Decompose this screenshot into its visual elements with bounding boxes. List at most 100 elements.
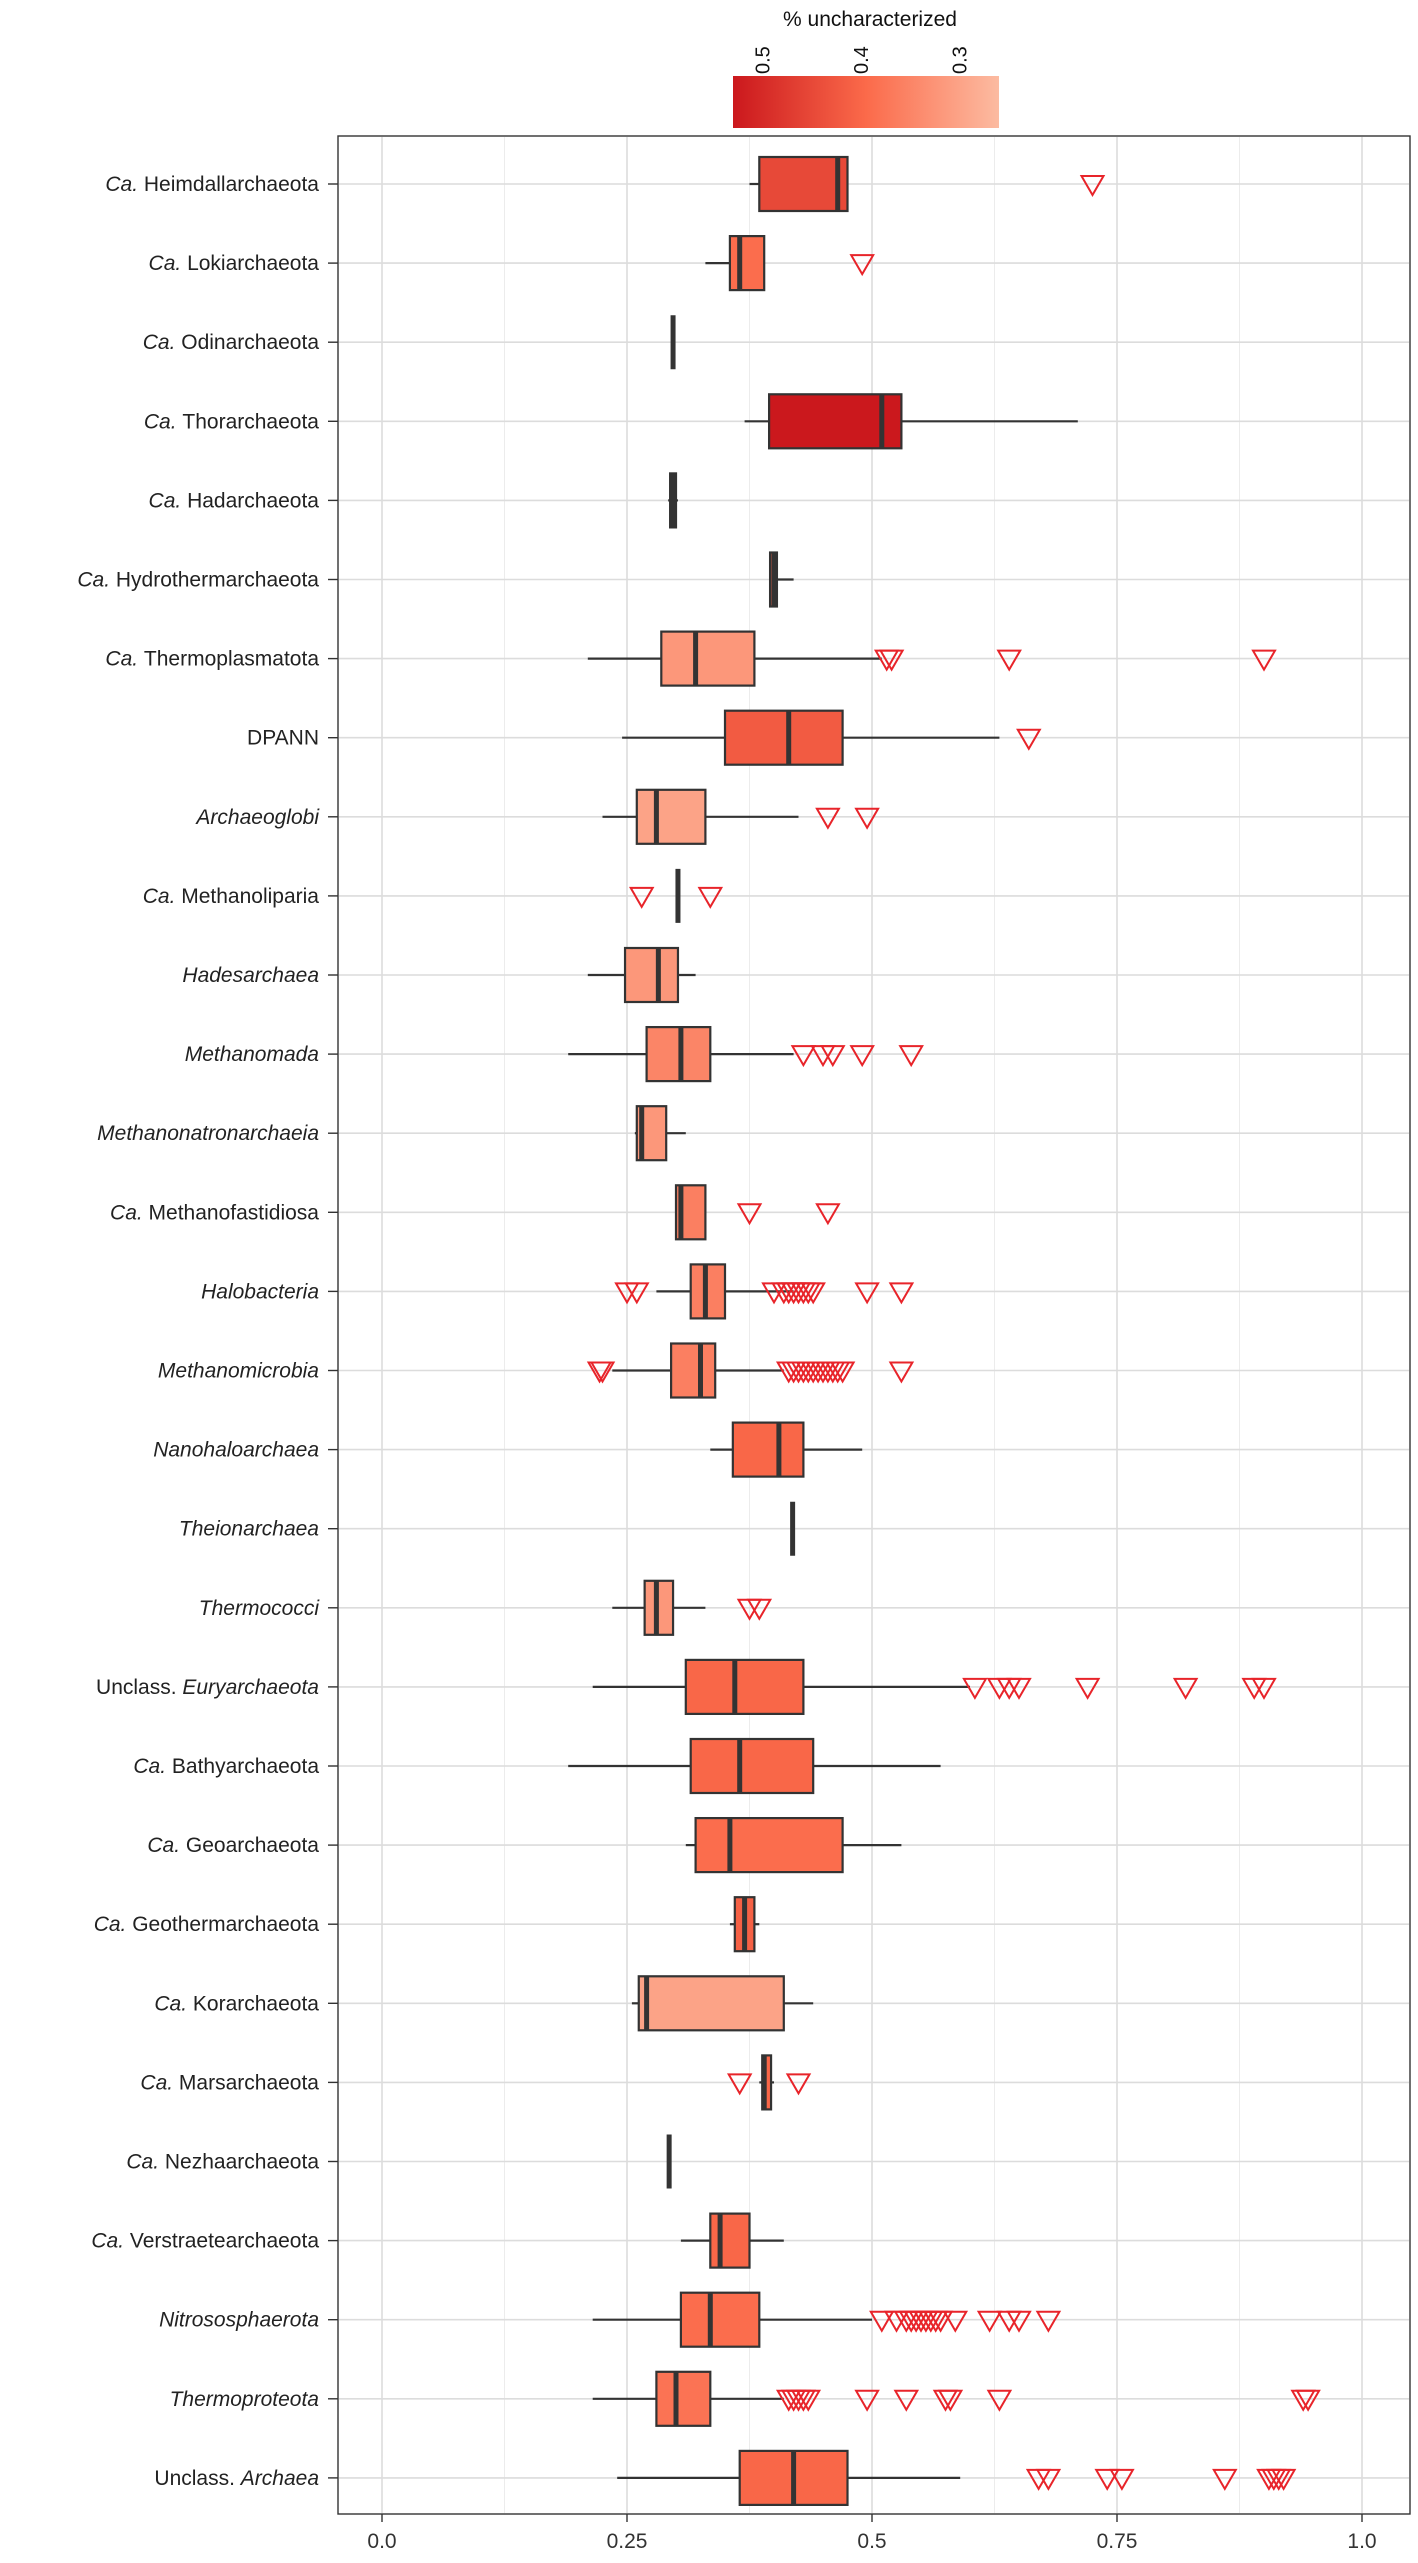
label-name: Geothermarchaeota (132, 1913, 319, 1936)
outlier-point (800, 1282, 826, 1305)
y-tick-label: Ca. Thermoplasmatota (105, 648, 319, 671)
box-group-heimdallarchaeota (749, 155, 1106, 213)
box-group-methanomada (568, 1025, 924, 1083)
label-name: Verstraetearchaeota (130, 2230, 319, 2253)
outlier-point (888, 1361, 915, 1384)
outlier-point (820, 1045, 846, 1068)
y-tick-label: Ca. Thorarchaeota (144, 410, 319, 433)
box-group-geothermarchaeota (729, 1896, 760, 1953)
y-tick-label: Unclass. Euryarchaeota (96, 1676, 319, 1699)
y-tick-label: Nitrososphaerota (159, 2309, 319, 2332)
box-group-methanofastidiosa (674, 1184, 841, 1241)
outlier-point (996, 649, 1022, 672)
box-group-nitrososphaerota (592, 2291, 1062, 2348)
box-group-halobacteria (614, 1263, 915, 1320)
plot-panel (337, 135, 1411, 2515)
y-tick-label: Hadesarchaea (182, 964, 319, 987)
box-iqr (684, 1658, 805, 1716)
y-tick-label: Ca. Methanoliparia (143, 885, 320, 908)
label-prefix: Ca. (126, 2151, 165, 2174)
box-iqr (758, 155, 849, 213)
outlier-point (1006, 2310, 1032, 2333)
label-name: Archaeoglobi (194, 806, 320, 829)
y-tick-label: Methanomicrobia (158, 1360, 319, 1383)
outlier-point (1079, 175, 1106, 197)
box-group-thorarchaeota (744, 393, 1078, 450)
legend-title: % uncharacterized (783, 8, 957, 31)
y-tick-label: Ca. Methanofastidiosa (110, 1201, 319, 1224)
box-group-lokiarchaeota (705, 235, 875, 292)
label-prefix: Ca. (149, 489, 188, 512)
y-tick-label: Halobacteria (201, 1280, 319, 1303)
label-name: Methanoliparia (181, 885, 319, 908)
label-prefix: Ca. (143, 331, 182, 354)
y-tick-label: Ca. Marsarchaeota (140, 2071, 319, 2094)
x-tick-label: 0.5 (857, 2530, 886, 2553)
box-iqr (623, 946, 680, 1004)
box-group-geoarchaeota (685, 1816, 902, 1874)
y-tick-label: Ca. Verstraetearchaeota (91, 2230, 319, 2253)
y-tick-label: Ca. Hydrothermarchaeota (77, 569, 319, 592)
outlier-point (854, 1282, 880, 1305)
label-name: Methanomada (185, 1043, 319, 1066)
outlier-point (628, 886, 655, 909)
label-name: Marsarchaeota (179, 2071, 319, 2094)
label-name: Euryarchaeota (182, 1676, 319, 1699)
outlier-point (942, 2310, 969, 2333)
outlier-point (1295, 2389, 1321, 2412)
box-group-thermoplasmatota (587, 630, 1277, 687)
label-prefix: Unclass. (154, 2467, 240, 2490)
label-name: Thermoproteota (170, 2388, 319, 2411)
y-tick-label: Ca. Geothermarchaeota (94, 1913, 320, 1936)
y-tick-label: Ca. Odinarchaeota (143, 331, 320, 354)
label-name: Hadarchaeota (187, 489, 319, 512)
label-name: Geoarchaeota (186, 1834, 319, 1857)
y-tick-label: Thermococci (199, 1597, 321, 1620)
label-prefix: Ca. (91, 2230, 130, 2253)
outlier-point (1270, 2468, 1297, 2491)
outlier-point (854, 2389, 880, 2412)
outlier-point (888, 1282, 915, 1305)
y-tick-label: Theionarchaea (179, 1518, 319, 1541)
outlier-point (898, 1045, 924, 1068)
y-tick-label: Methanonatronarchaeia (97, 1122, 319, 1145)
label-name: Methanonatronarchaeia (97, 1122, 319, 1145)
outlier-point (785, 2073, 812, 2096)
outlier-point (1035, 2310, 1062, 2333)
y-tick-label: Ca. Nezhaarchaeota (126, 2151, 319, 2174)
outlier-point (1109, 2468, 1135, 2491)
label-prefix: Ca. (94, 1913, 133, 1936)
label-name: Methanomicrobia (158, 1360, 319, 1383)
label-prefix: Ca. (143, 885, 182, 908)
legend-tick-label: 0.4 (851, 46, 873, 74)
y-tick-label: Ca. Korarchaeota (154, 1992, 319, 2015)
outlier-point (1251, 1677, 1277, 1700)
outlier-point (815, 1203, 841, 1226)
label-prefix: Ca. (144, 410, 183, 433)
x-axis-ticks: 0.0 0.25 0.5 0.75 1.0 (367, 2514, 1377, 2553)
box-iqr (660, 630, 756, 687)
box-group-hydrothermarchaeota (768, 551, 794, 608)
outlier-point (1016, 728, 1042, 751)
outlier-point (937, 2389, 964, 2412)
box-iqr (731, 1421, 805, 1478)
box-iqr (728, 235, 766, 292)
outlier-point (1006, 1677, 1032, 1700)
label-name: Odinarchaeota (181, 331, 319, 354)
outlier-point (746, 1598, 773, 1621)
boxplot-series (568, 155, 1321, 2506)
box-group-marsarchaeota (726, 2054, 812, 2111)
y-tick-label: Ca. Geoarchaeota (147, 1834, 319, 1857)
label-prefix: Unclass. (96, 1676, 182, 1699)
x-tick-label: 0.0 (367, 2530, 396, 2553)
y-tick-label: Archaeoglobi (194, 806, 320, 829)
x-tick-label: 0.25 (607, 2530, 648, 2553)
box-group-archaeoglobi (602, 788, 880, 845)
outlier-point (1172, 1677, 1199, 1700)
box-iqr (635, 788, 707, 845)
label-prefix: Ca. (110, 1201, 149, 1224)
outlier-point (986, 2389, 1013, 2412)
outlier-point (1212, 2468, 1238, 2491)
outlier-point (815, 807, 841, 830)
